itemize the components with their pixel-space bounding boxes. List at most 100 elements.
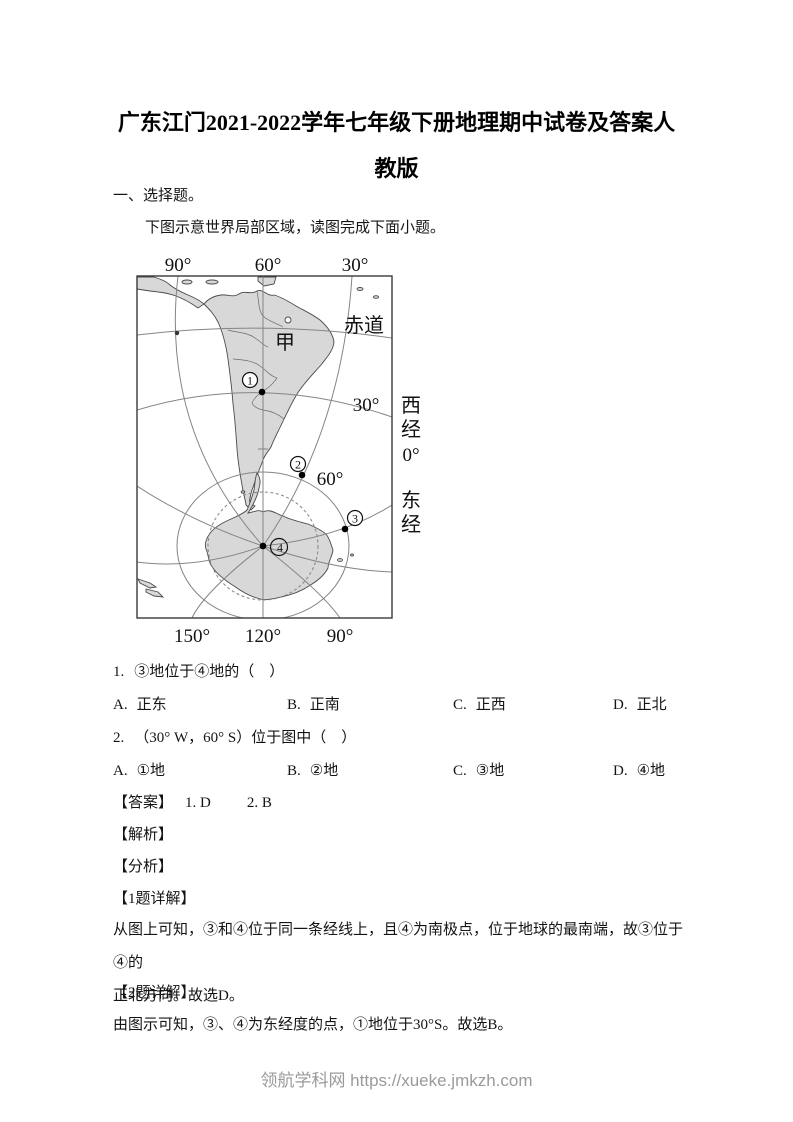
meridian-150w xyxy=(137,545,264,565)
map-point-labels: 1 2 3 4 xyxy=(241,371,364,557)
q1-option-a: A. 正东 xyxy=(113,694,167,716)
island xyxy=(240,490,246,494)
q2-option-b-label: B. xyxy=(287,763,301,779)
answer-line: 【答案】 1. D 2. B xyxy=(113,792,272,814)
point-dot-3 xyxy=(341,525,349,533)
point-label-4: 4 xyxy=(277,541,283,555)
top-meridian-label-90w: 90° xyxy=(165,255,192,276)
central-america-land xyxy=(137,276,205,309)
map-points xyxy=(258,388,349,550)
bottom-meridian-label-90: 90° xyxy=(327,626,354,647)
answer-prefix: 【答案】 xyxy=(113,795,174,811)
point-circle-1 xyxy=(241,371,259,389)
q1-option-c-text: 正西 xyxy=(475,697,506,713)
lake-marker xyxy=(284,316,292,324)
bottom-meridian-label-120: 120° xyxy=(245,626,281,647)
meridian-30e xyxy=(262,545,392,573)
top-meridian-label-60w: 60° xyxy=(255,255,282,276)
region-label-jia: 甲 xyxy=(275,332,295,354)
map-content xyxy=(137,276,392,618)
q2-option-b-text: ②地 xyxy=(309,763,339,779)
meridian-0 xyxy=(262,504,392,547)
q2-option-d: D. ④地 xyxy=(613,760,665,782)
parallel-30-label: 30° xyxy=(353,395,380,416)
map-frame xyxy=(136,275,393,619)
meridian-90w xyxy=(174,276,264,547)
detail1-line1: 从图上可知，③和④位于同一条经线上，且④为南极点，位于地球的最南端，故③位于④的 xyxy=(113,922,684,971)
question-2: 2. （30° W，60° S）位于图中（ ） xyxy=(113,727,356,749)
right-edge-label-0deg: 0° xyxy=(402,445,419,466)
question-2-stem: （30° W，60° S）位于图中（ ） xyxy=(134,730,357,746)
q2-option-a: A. ①地 xyxy=(113,760,165,782)
parallel-60-label: 60° xyxy=(317,469,344,490)
q2-option-c-text: ③地 xyxy=(475,763,505,779)
q2-option-a-label: A. xyxy=(113,763,128,779)
question-1-options: A. 正东 B. 正南 C. 正西 D. 正北 xyxy=(0,694,793,716)
graticule xyxy=(137,276,392,618)
point-circle-2 xyxy=(289,455,307,473)
top-meridian-label-30w: 30° xyxy=(342,255,369,276)
document-title: 广东江门2021-2022学年七年级下册地理期中试卷及答案人 教版 xyxy=(0,100,793,192)
q2-option-a-text: ①地 xyxy=(136,763,166,779)
island xyxy=(356,287,364,291)
q2-option-b: B. ②地 xyxy=(287,760,338,782)
point-label-1: 1 xyxy=(247,374,253,388)
point-label-3: 3 xyxy=(352,512,358,526)
point-label-2: 2 xyxy=(295,458,301,472)
island xyxy=(350,553,354,557)
detail1-line2: 正北方向。故选D。 xyxy=(113,988,244,1004)
question-2-options: A. ①地 B. ②地 C. ③地 D. ④地 xyxy=(0,760,793,782)
q2-option-d-label: D. xyxy=(613,763,628,779)
meridian-120w xyxy=(137,485,264,547)
bottom-meridian-label-150: 150° xyxy=(174,626,210,647)
point-dot-4 xyxy=(259,542,267,550)
detail2-text: 由图示可知，③、④为东经度的点，①地位于30°S。故选B。 xyxy=(113,1017,513,1033)
answer-item-2: 2. B xyxy=(246,795,272,811)
q1-option-d-text: 正北 xyxy=(636,697,667,713)
document-title-line1: 广东江门2021-2022学年七年级下册地理期中试卷及答案人 xyxy=(117,110,676,135)
right-edge-label-xi: 西 xyxy=(401,395,421,417)
map-edge-labels: 90° 60° 30° 150° 120° 90° 西 经 0° 东 经 xyxy=(165,255,421,647)
meridian-30w xyxy=(262,276,353,547)
answer-item-1: 1. D xyxy=(185,795,211,811)
question-1-number: 1. xyxy=(113,664,125,680)
q2-option-c: C. ③地 xyxy=(453,760,504,782)
q1-option-d: D. 正北 xyxy=(613,694,667,716)
question-group-intro: 下图示意世界局部区域，读图完成下面小题。 xyxy=(145,220,446,236)
island xyxy=(373,295,379,299)
section-heading: 一、选择题。 xyxy=(113,188,204,204)
south-america-land xyxy=(203,289,335,511)
q2-option-c-label: C. xyxy=(453,763,467,779)
q1-option-c-label: C. xyxy=(453,697,467,713)
question-2-number: 2. xyxy=(113,730,125,746)
point-dot-2 xyxy=(298,471,306,479)
document-title-line2: 教版 xyxy=(374,156,419,181)
question-1-stem: ③地位于④地的（ ） xyxy=(134,664,285,680)
island xyxy=(337,558,343,562)
jiexi-heading: 【解析】 xyxy=(113,827,174,843)
right-edge-label-jing1: 经 xyxy=(401,418,421,441)
meridian-150e xyxy=(191,545,264,618)
point-circle-4 xyxy=(269,537,289,557)
question-1: 1. ③地位于④地的（ ） xyxy=(113,661,284,683)
island xyxy=(145,588,165,598)
island xyxy=(181,279,193,285)
point-circle-3 xyxy=(346,509,364,527)
fenxi-heading: 【分析】 xyxy=(113,859,174,875)
map-inner-labels: 赤道 甲 30° 60° xyxy=(275,314,384,490)
q1-option-d-label: D. xyxy=(613,697,628,713)
point-dot-1 xyxy=(258,388,266,396)
island xyxy=(257,276,277,287)
q1-option-a-text: 正东 xyxy=(136,697,167,713)
q1-option-b: B. 正南 xyxy=(287,694,340,716)
right-edge-label-dong: 东 xyxy=(401,489,421,512)
detail1-heading: 【1题详解】 xyxy=(113,891,196,907)
graticule-intersection-dot xyxy=(174,330,180,336)
equator-label: 赤道 xyxy=(344,314,384,337)
site-watermark: 领航学科网 https://xueke.jmkzh.com xyxy=(260,1071,533,1090)
q2-option-d-text: ④地 xyxy=(636,763,666,779)
detail1-paragraph: 从图上可知，③和④位于同一条经线上，且④为南极点，位于地球的最南端，故③位于④的… xyxy=(113,914,685,1013)
map-figure: 1 2 3 4 90° 60° 30° 150° 120° 90° 西 经 0°… xyxy=(136,255,421,647)
detail2-heading: 【2题详解】 xyxy=(113,985,196,1001)
